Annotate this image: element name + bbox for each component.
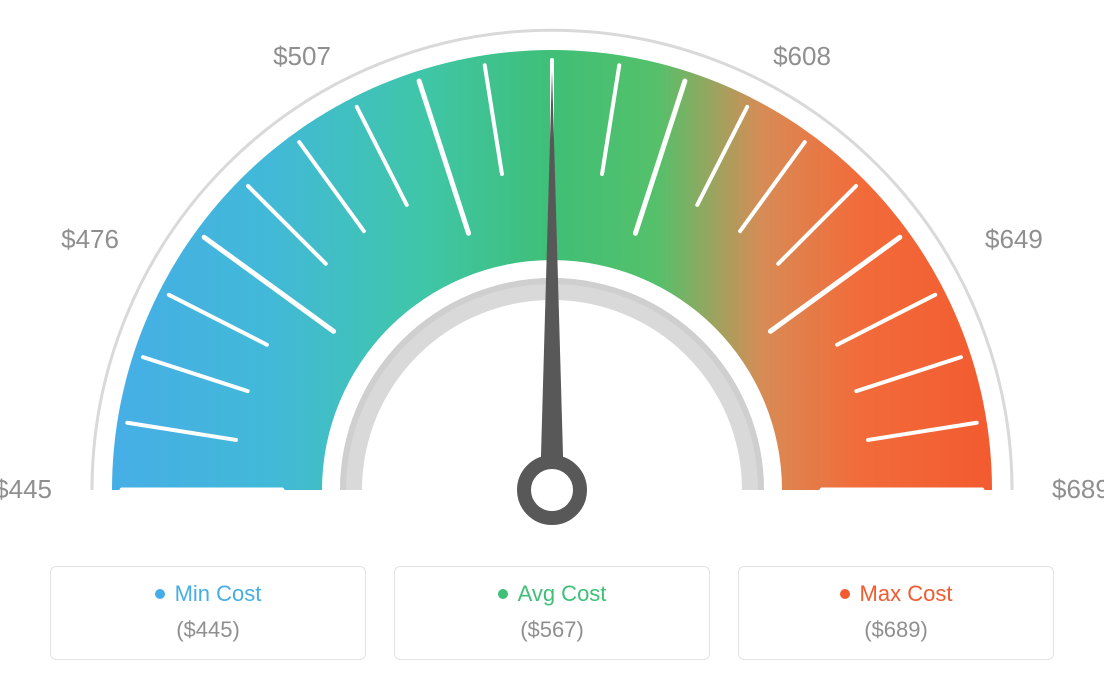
- legend-max-label: Max Cost: [860, 581, 953, 607]
- legend-avg-title: Avg Cost: [498, 581, 607, 607]
- legend-min-value: ($445): [61, 617, 355, 643]
- svg-text:$567: $567: [523, 0, 581, 4]
- svg-text:$507: $507: [273, 41, 331, 71]
- legend-min-title: Min Cost: [155, 581, 262, 607]
- legend-min: Min Cost ($445): [50, 566, 366, 660]
- legend-max-value: ($689): [749, 617, 1043, 643]
- svg-text:$476: $476: [61, 224, 119, 254]
- legend-min-label: Min Cost: [175, 581, 262, 607]
- legend-max-dot: [840, 589, 850, 599]
- legend-avg-dot: [498, 589, 508, 599]
- legend-max-title: Max Cost: [840, 581, 953, 607]
- svg-text:$445: $445: [0, 474, 52, 504]
- gauge-svg: $445 $476 $507 $567 $608 $649 $689: [0, 0, 1104, 560]
- legend-avg-value: ($567): [405, 617, 699, 643]
- legend-min-dot: [155, 589, 165, 599]
- legend-avg: Avg Cost ($567): [394, 566, 710, 660]
- legend-avg-label: Avg Cost: [518, 581, 607, 607]
- cost-gauge: $445 $476 $507 $567 $608 $649 $689: [0, 0, 1104, 560]
- svg-text:$689: $689: [1052, 474, 1104, 504]
- legend-row: Min Cost ($445) Avg Cost ($567) Max Cost…: [50, 566, 1054, 660]
- svg-text:$608: $608: [773, 41, 831, 71]
- legend-max: Max Cost ($689): [738, 566, 1054, 660]
- svg-text:$649: $649: [985, 224, 1043, 254]
